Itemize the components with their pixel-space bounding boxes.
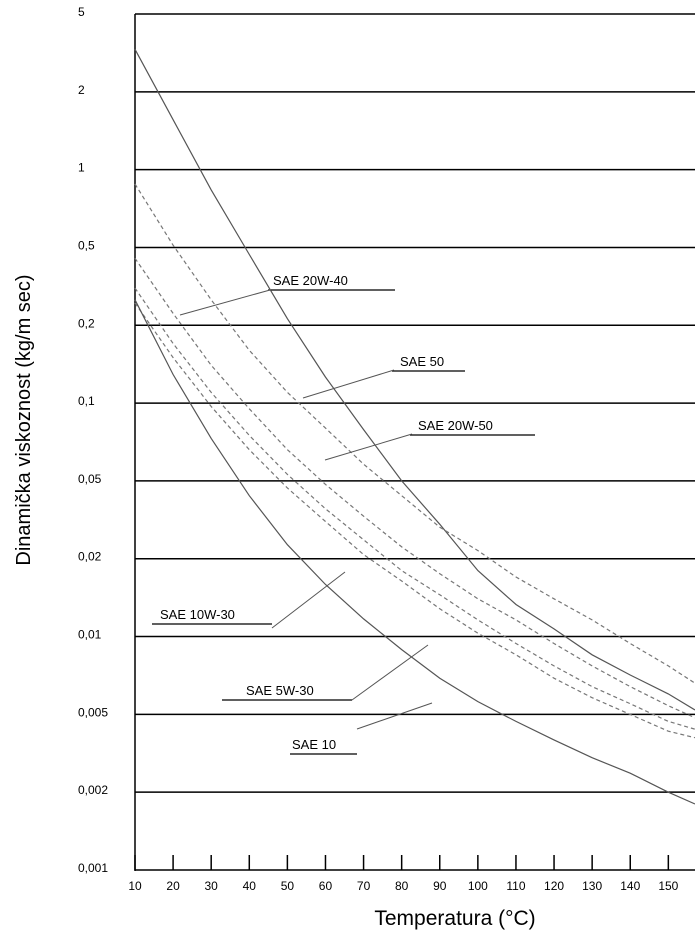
series-label: SAE 10W-30 — [160, 607, 235, 622]
label-leader — [324, 433, 413, 461]
x-tick-label: 90 — [433, 879, 447, 893]
y-tick-label: 0,01 — [78, 628, 102, 642]
x-tick-label: 30 — [205, 879, 219, 893]
x-tick-label: 40 — [243, 879, 257, 893]
x-tick-label: 70 — [357, 879, 371, 893]
x-tick-label: 100 — [468, 879, 488, 893]
label-leader — [271, 571, 346, 629]
x-tick-label: 110 — [506, 879, 525, 893]
series-label: SAE 10 — [292, 737, 336, 752]
label-leader — [179, 289, 271, 316]
y-tick-label: 0,05 — [78, 472, 102, 486]
label-leader — [302, 369, 395, 399]
y-tick-label: 0,002 — [78, 783, 108, 797]
label-leader — [356, 702, 433, 730]
x-tick-label: 150 — [658, 879, 678, 893]
series-line — [134, 49, 695, 711]
series-line — [134, 299, 695, 805]
series-label: SAE 20W-40 — [273, 273, 348, 288]
label-leader — [351, 644, 429, 701]
x-tick-label: 10 — [128, 879, 142, 893]
y-axis-label: Dinamička viskoznost (kg/m sec) — [13, 274, 35, 565]
y-tick-label: 5 — [78, 5, 85, 19]
x-tick-label: 130 — [582, 879, 602, 893]
y-tick-label: 0,2 — [78, 316, 95, 330]
y-tick-label: 0,005 — [78, 705, 108, 719]
x-tick-label: 50 — [281, 879, 295, 893]
y-tick-label: 0,02 — [78, 550, 102, 564]
y-tick-label: 1 — [78, 161, 85, 175]
y-tick-label: 0,001 — [78, 861, 108, 875]
y-tick-label: 0,5 — [78, 238, 95, 252]
series-line — [134, 183, 695, 684]
y-tick-label: 0,1 — [78, 394, 95, 408]
x-tick-label: 60 — [319, 879, 333, 893]
x-tick-label: 20 — [166, 879, 180, 893]
series-line — [134, 257, 695, 719]
x-tick-label: 120 — [544, 879, 564, 893]
series-label: SAE 20W-50 — [418, 418, 493, 433]
series-label: SAE 50 — [400, 354, 444, 369]
series-line — [134, 287, 695, 730]
x-tick-label: 140 — [620, 879, 640, 893]
series-line — [134, 302, 695, 739]
series-label: SAE 5W-30 — [246, 683, 314, 698]
x-axis-label: Temperatura (°C) — [374, 907, 535, 930]
y-tick-label: 2 — [78, 83, 85, 97]
x-tick-label: 80 — [395, 879, 409, 893]
